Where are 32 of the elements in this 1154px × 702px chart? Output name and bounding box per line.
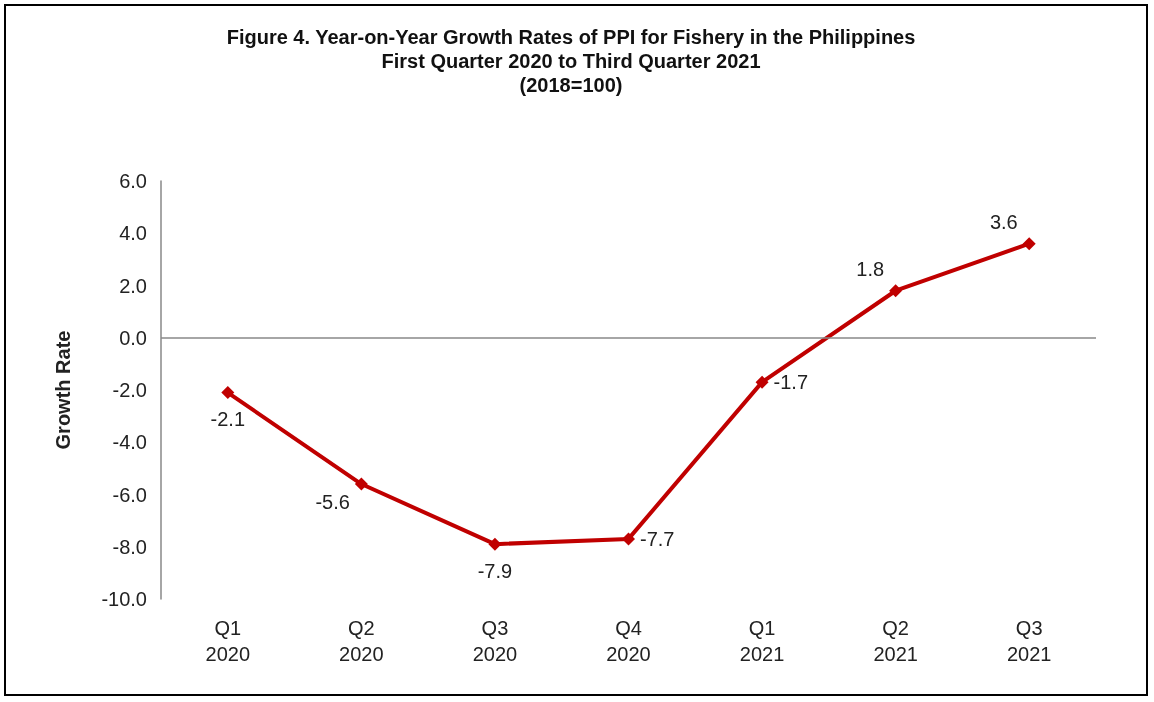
data-label: 1.8 xyxy=(856,257,885,280)
point xyxy=(221,386,235,400)
point xyxy=(622,532,635,546)
x-tick-label: Q3 2021 xyxy=(1006,617,1052,665)
data-label: -2.1 xyxy=(210,408,246,431)
chart-title: Figure 4. Year-on-Year Growth Rates of PPI for Fishery in the Philippines First Quarter 2020 to Third Quarter 2021 (2018=100) xyxy=(226,26,916,96)
x-tick-label: Q3 2020 xyxy=(472,617,518,665)
y-tick-label: -10.0 xyxy=(101,588,147,610)
x-tick-label: Q2 2020 xyxy=(339,617,384,665)
point xyxy=(488,537,502,551)
y-axis-title: Growth Rate xyxy=(52,330,74,450)
data-label: 3.6 xyxy=(989,210,1018,233)
y-tick-label: -8.0 xyxy=(112,535,147,558)
data-label: -7.9 xyxy=(477,559,513,582)
y-tick-label: 6.0 xyxy=(119,170,147,192)
x-tick-label: Q2 2021 xyxy=(873,617,918,665)
y-tick-label: -6.0 xyxy=(112,483,147,506)
y-tick-label: 2.0 xyxy=(119,274,147,297)
data-label: -5.6 xyxy=(315,491,350,514)
y-tick-label: -2.0 xyxy=(112,379,147,401)
data-label: -7.7 xyxy=(640,527,675,550)
point xyxy=(755,375,769,389)
point xyxy=(889,284,903,298)
x-tick-label: Q1 2021 xyxy=(739,617,785,665)
point xyxy=(354,477,368,491)
y-tick-label: 0.0 xyxy=(119,326,147,349)
x-tick-label: Q1 2020 xyxy=(205,617,251,665)
y-tick-label: -4.0 xyxy=(112,431,147,454)
y-tick-label: 4.0 xyxy=(119,222,147,245)
point xyxy=(1022,237,1036,251)
x-tick-label: Q4 2020 xyxy=(606,617,651,665)
data-label: -1.7 xyxy=(773,371,809,394)
